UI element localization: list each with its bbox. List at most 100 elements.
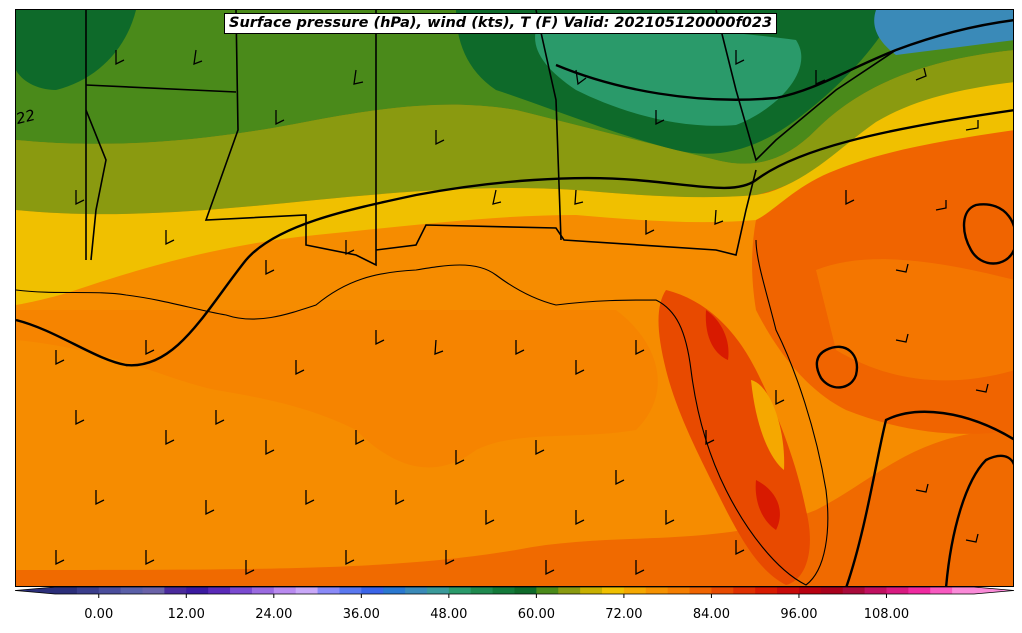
colorbar-swatch xyxy=(667,587,691,594)
wind-barb xyxy=(714,209,724,225)
wind-barb xyxy=(575,360,585,376)
isobars xyxy=(16,19,1013,586)
wind-barb xyxy=(265,260,275,276)
wind-barb xyxy=(915,67,927,81)
wind-barb xyxy=(735,540,745,556)
wind-barb xyxy=(645,220,655,236)
wind-barbs xyxy=(55,49,989,576)
colorbar-swatch xyxy=(164,587,187,594)
colorbar-swatch xyxy=(820,587,844,594)
wind-barb xyxy=(935,200,947,211)
wind-barb xyxy=(635,560,645,576)
wind-barb xyxy=(615,470,625,486)
border-line xyxy=(85,109,107,261)
wind-barb xyxy=(165,430,175,446)
yellow-temperature-band xyxy=(16,80,1013,305)
colorbar-swatch xyxy=(142,587,165,594)
colorbar-swatch xyxy=(908,587,931,594)
colorbar-swatch xyxy=(208,587,231,594)
wind-barb xyxy=(395,490,405,506)
colorbar-swatch xyxy=(470,587,494,594)
wind-barb xyxy=(574,189,584,205)
wind-barb xyxy=(635,340,645,356)
colorbar-swatch xyxy=(886,587,909,594)
isobar-line xyxy=(16,109,1013,367)
isobar-line xyxy=(815,345,859,389)
wind-barb xyxy=(845,190,855,206)
wind-barb xyxy=(965,120,979,131)
wind-barb xyxy=(535,440,545,456)
colorbar-swatch xyxy=(361,587,384,594)
wind-barb xyxy=(193,49,203,65)
colorbar-swatch xyxy=(405,587,428,594)
isobar-line xyxy=(962,203,1013,265)
border-line xyxy=(535,10,562,241)
colorbar-swatch xyxy=(602,587,625,594)
wind-barb xyxy=(575,69,587,86)
colorbar-tick-label: 12.00 xyxy=(167,607,205,622)
wind-barb xyxy=(705,430,715,446)
map-title: Surface pressure (hPa), wind (kts), T (F… xyxy=(224,13,778,34)
gulf-orange-region xyxy=(16,310,658,468)
colorbar-min-extension xyxy=(15,587,55,594)
isobar-line xyxy=(845,410,1013,586)
wind-barb xyxy=(515,340,525,356)
state-borders xyxy=(85,10,897,267)
colorbar-swatch xyxy=(98,587,122,594)
wind-barb xyxy=(245,560,255,576)
wind-barb xyxy=(455,450,465,466)
wind-barb xyxy=(965,533,979,543)
colorbar-swatch xyxy=(536,587,559,594)
wind-barb xyxy=(305,490,315,506)
border-line xyxy=(85,84,237,93)
colorbar-swatch xyxy=(76,587,100,594)
isobar-line xyxy=(944,454,1013,586)
wind-barb xyxy=(355,430,365,446)
colorbar-swatch xyxy=(120,587,144,594)
colorbar-tick-label: 24.00 xyxy=(255,607,293,622)
wind-barb xyxy=(434,339,444,355)
northwest-dark-green xyxy=(16,10,136,90)
florida-cooler-interior xyxy=(751,380,785,470)
wind-barb xyxy=(575,510,585,526)
wind-barb xyxy=(775,390,785,406)
isobar-line xyxy=(555,19,1013,101)
wind-barb xyxy=(295,360,305,376)
wind-barb xyxy=(665,510,675,526)
atlantic-orange-patch xyxy=(816,259,1013,381)
colorbar-tick-label: 60.00 xyxy=(517,607,555,622)
colorbar-swatch xyxy=(492,587,515,594)
border-line xyxy=(375,169,757,256)
wind-barb xyxy=(655,110,665,126)
map-panel xyxy=(15,9,1014,587)
wind-barb xyxy=(492,189,502,205)
wind-barb xyxy=(445,550,455,566)
colorbar-swatch xyxy=(317,587,340,594)
colorbar-swatch xyxy=(733,587,756,594)
colorbar-tick-label: 36.00 xyxy=(342,607,380,622)
temperature-map xyxy=(16,10,1013,586)
wind-barb xyxy=(915,483,929,493)
colorbar-swatch xyxy=(383,587,406,594)
colorbar-swatch xyxy=(952,587,975,594)
colorbar-swatch xyxy=(230,587,253,594)
colorbar-swatch xyxy=(514,587,537,594)
wind-barb xyxy=(55,350,65,366)
colorbar-swatch xyxy=(645,587,669,594)
colorbar-swatch xyxy=(930,587,953,594)
wind-barb xyxy=(215,410,225,426)
colorbar-swatch xyxy=(448,587,472,594)
colorbar-tick-label: 84.00 xyxy=(692,607,731,622)
olive-temperature-band xyxy=(16,50,1013,215)
wind-barb xyxy=(275,110,285,126)
colorbar-tick-label: 96.00 xyxy=(780,607,818,622)
colorbar-tick-label: 0.00 xyxy=(84,607,114,622)
wind-barb xyxy=(145,550,155,566)
wind-barb xyxy=(975,383,989,393)
wind-barb xyxy=(55,550,65,566)
wind-barb xyxy=(735,50,745,66)
coastline xyxy=(16,239,829,586)
wind-barb xyxy=(75,410,85,426)
south-florida-hot-spot xyxy=(755,480,780,530)
wind-barb xyxy=(265,440,275,456)
